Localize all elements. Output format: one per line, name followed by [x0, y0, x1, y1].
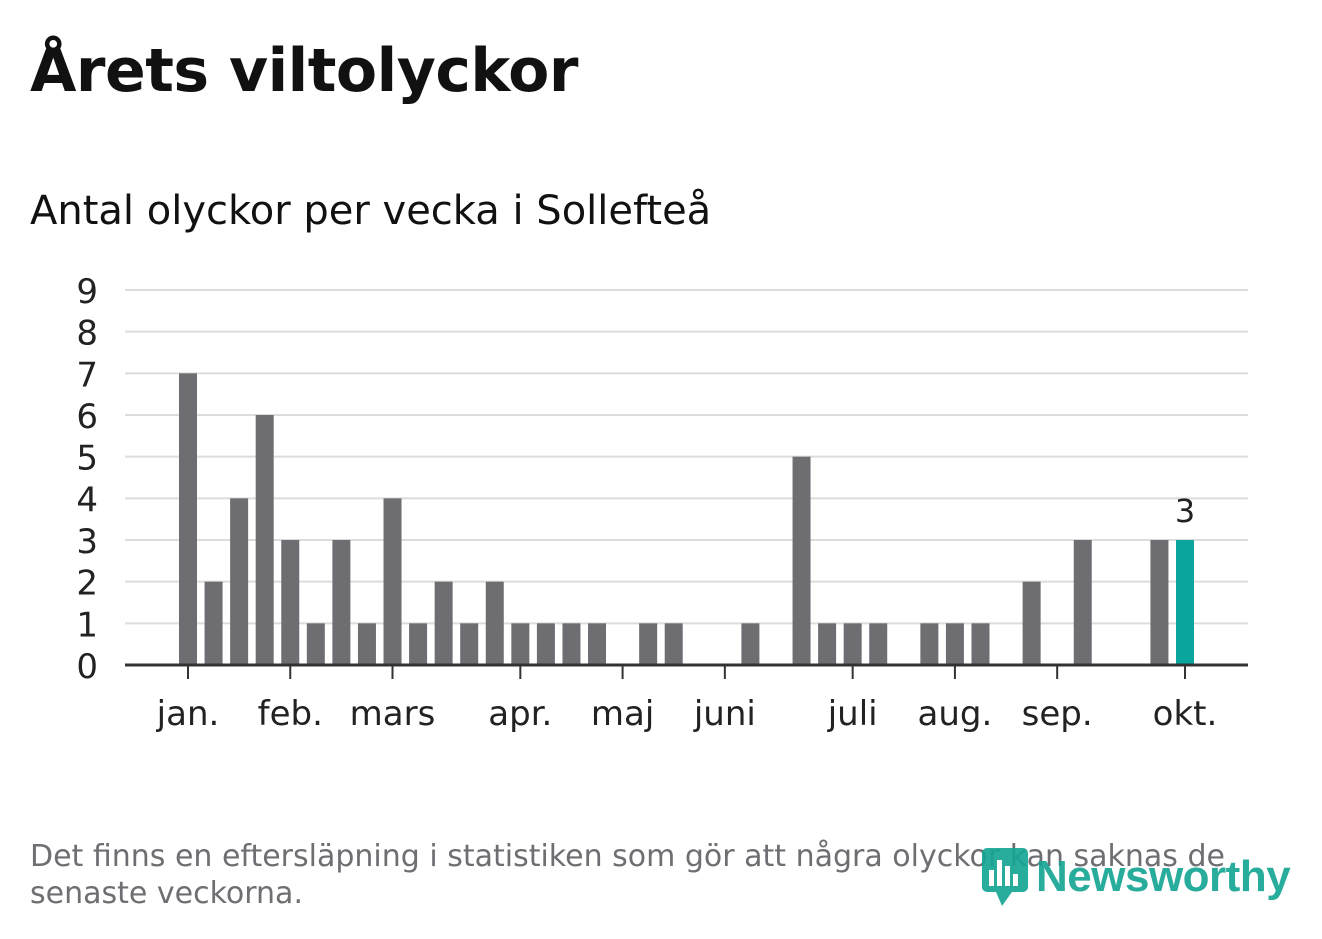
bar: [409, 623, 428, 665]
y-tick-label: 1: [76, 605, 98, 645]
bar: [255, 415, 274, 665]
x-tick-label: okt.: [1153, 694, 1218, 734]
bar: [639, 623, 658, 665]
bar: [1150, 540, 1169, 665]
bar: [357, 623, 376, 665]
newsworthy-logo: Newsworthy: [980, 846, 1291, 908]
highlighted-bar: [1176, 540, 1194, 665]
bar: [792, 456, 811, 665]
bar: [562, 623, 581, 665]
x-tick-label: jan.: [156, 694, 220, 734]
x-tick-label: sep.: [1022, 694, 1093, 734]
bar: [741, 623, 760, 665]
y-tick-label: 8: [76, 314, 98, 354]
bar: [179, 373, 197, 665]
chart-subtitle: Antal olyckor per vecka i Sollefteå: [30, 188, 712, 234]
x-tick-label: feb.: [258, 694, 323, 734]
y-tick-label: 2: [76, 564, 98, 604]
highlight-data-label: 3: [1175, 492, 1195, 530]
bar: [306, 623, 325, 665]
bar: [230, 498, 249, 665]
y-tick-label: 3: [76, 522, 98, 562]
bar: [1022, 581, 1041, 665]
bar: [588, 623, 607, 665]
y-tick-label: 0: [76, 647, 98, 687]
bar: [281, 540, 300, 665]
bar: [511, 623, 530, 665]
y-tick-label: 7: [76, 355, 98, 395]
bar: [818, 623, 837, 665]
bar: [843, 623, 862, 665]
y-tick-label: 4: [76, 480, 98, 520]
bar: [204, 581, 223, 665]
x-tick-label: mars: [350, 694, 436, 734]
x-tick-label: juni: [693, 694, 756, 734]
x-tick-label: aug.: [918, 694, 993, 734]
bar: [536, 623, 555, 665]
bar: [869, 623, 888, 665]
bar: [971, 623, 990, 665]
bar: [460, 623, 479, 665]
logo-text: Newsworthy: [1036, 852, 1291, 901]
bar: [1073, 540, 1092, 665]
y-tick-label: 5: [76, 439, 98, 479]
x-tick-label: juli: [827, 694, 878, 734]
bar-chart-speech-bubble-icon: [982, 848, 1028, 906]
bar: [945, 623, 964, 665]
bar: [485, 581, 504, 665]
bar: [434, 581, 453, 665]
bar: [332, 540, 351, 665]
bar: [920, 623, 939, 665]
bar: [383, 498, 402, 665]
chart-title: Årets viltolyckor: [30, 36, 579, 106]
y-tick-label: 6: [76, 397, 98, 437]
bar: [664, 623, 683, 665]
x-tick-label: maj: [591, 694, 654, 734]
y-tick-label: 9: [76, 272, 98, 312]
x-tick-label: apr.: [488, 694, 552, 734]
